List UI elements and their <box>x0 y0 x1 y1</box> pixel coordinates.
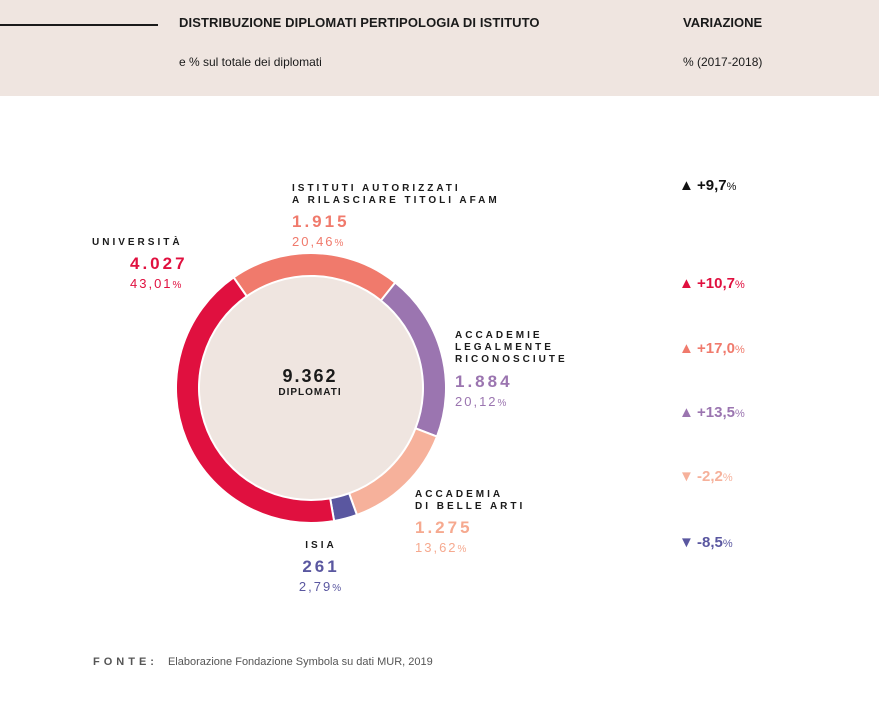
slice-name-line: DI BELLE ARTI <box>415 501 526 512</box>
variation-extra: ▼ -8,5% <box>679 534 733 551</box>
triangle-down-icon: ▼ <box>679 468 694 485</box>
total-value: 9.362 <box>282 366 338 386</box>
chart-header: DISTRIBUZIONE DIPLOMATI PERTIPOLOGIA DI … <box>0 0 879 96</box>
donut-slice-universita <box>175 276 336 524</box>
triangle-down-icon: ▼ <box>679 534 694 551</box>
variation-isia: ▼ -2,2% <box>679 468 733 485</box>
variation-title: VARIAZIONE <box>683 15 763 30</box>
label-universita: UNIVERSITÀ 4.027 43,01% <box>92 237 188 291</box>
source-label: FONTE: <box>93 656 158 668</box>
chart-title: DISTRIBUZIONE DIPLOMATI PERTIPOLOGIA DI … <box>179 15 540 30</box>
variation-subtitle: % (2017-2018) <box>683 55 763 69</box>
slice-name-line: LEGALMENTE <box>455 342 554 353</box>
triangle-up-icon: ▲ <box>679 404 694 421</box>
slice-value: 4.027 <box>130 254 188 273</box>
label-belle-arti: ACCADEMIA DI BELLE ARTI 1.275 13,62% <box>415 489 525 555</box>
source-note: FONTE: Elaborazione Fondazione Symbola su… <box>93 656 433 668</box>
slice-name-line: A RILASCIARE TITOLI AFAM <box>292 195 500 206</box>
slice-name-line: ACCADEMIA <box>415 489 504 500</box>
slice-value: 1.884 <box>455 372 513 391</box>
slice-name-line: ACCADEMIE <box>455 330 543 341</box>
label-isia: ISIA 261 2,79% <box>291 540 351 594</box>
slice-value: 1.915 <box>292 212 350 231</box>
triangle-up-icon: ▲ <box>679 340 694 357</box>
triangle-up-icon: ▲ <box>679 177 694 194</box>
slice-value: 261 <box>302 557 340 576</box>
slice-name-line: RICONOSCIUTE <box>455 354 568 365</box>
header-rule <box>0 24 158 26</box>
slice-name: ISIA <box>305 540 337 551</box>
donut-center-disc <box>199 276 423 500</box>
variation-afam: ▲ +10,7% <box>679 275 745 292</box>
slice-value: 1.275 <box>415 518 473 537</box>
chart-subtitle: e % sul totale dei diplomati <box>179 55 322 69</box>
slice-percent: 43,01% <box>130 276 184 291</box>
variation-accademie-legalmente: ▲ +17,0% <box>679 340 745 357</box>
slice-name-line: ISTITUTI AUTORIZZATI <box>292 183 461 194</box>
label-accademie-legalmente: ACCADEMIE LEGALMENTE RICONOSCIUTE 1.884 … <box>455 330 568 409</box>
label-afam: ISTITUTI AUTORIZZATI A RILASCIARE TITOLI… <box>292 183 500 249</box>
slice-percent: 2,79% <box>298 579 344 594</box>
variation-universita: ▲ +9,7% <box>679 177 737 194</box>
slice-percent: 20,46% <box>292 234 346 249</box>
total-label: DIPLOMATI <box>278 387 342 398</box>
variation-belle-arti: ▲ +13,5% <box>679 404 745 421</box>
slice-name: UNIVERSITÀ <box>92 237 183 248</box>
triangle-up-icon: ▲ <box>679 275 694 292</box>
slice-percent: 20,12% <box>455 394 509 409</box>
source-text: Elaborazione Fondazione Symbola su dati … <box>167 656 433 668</box>
slice-percent: 13,62% <box>415 540 469 555</box>
